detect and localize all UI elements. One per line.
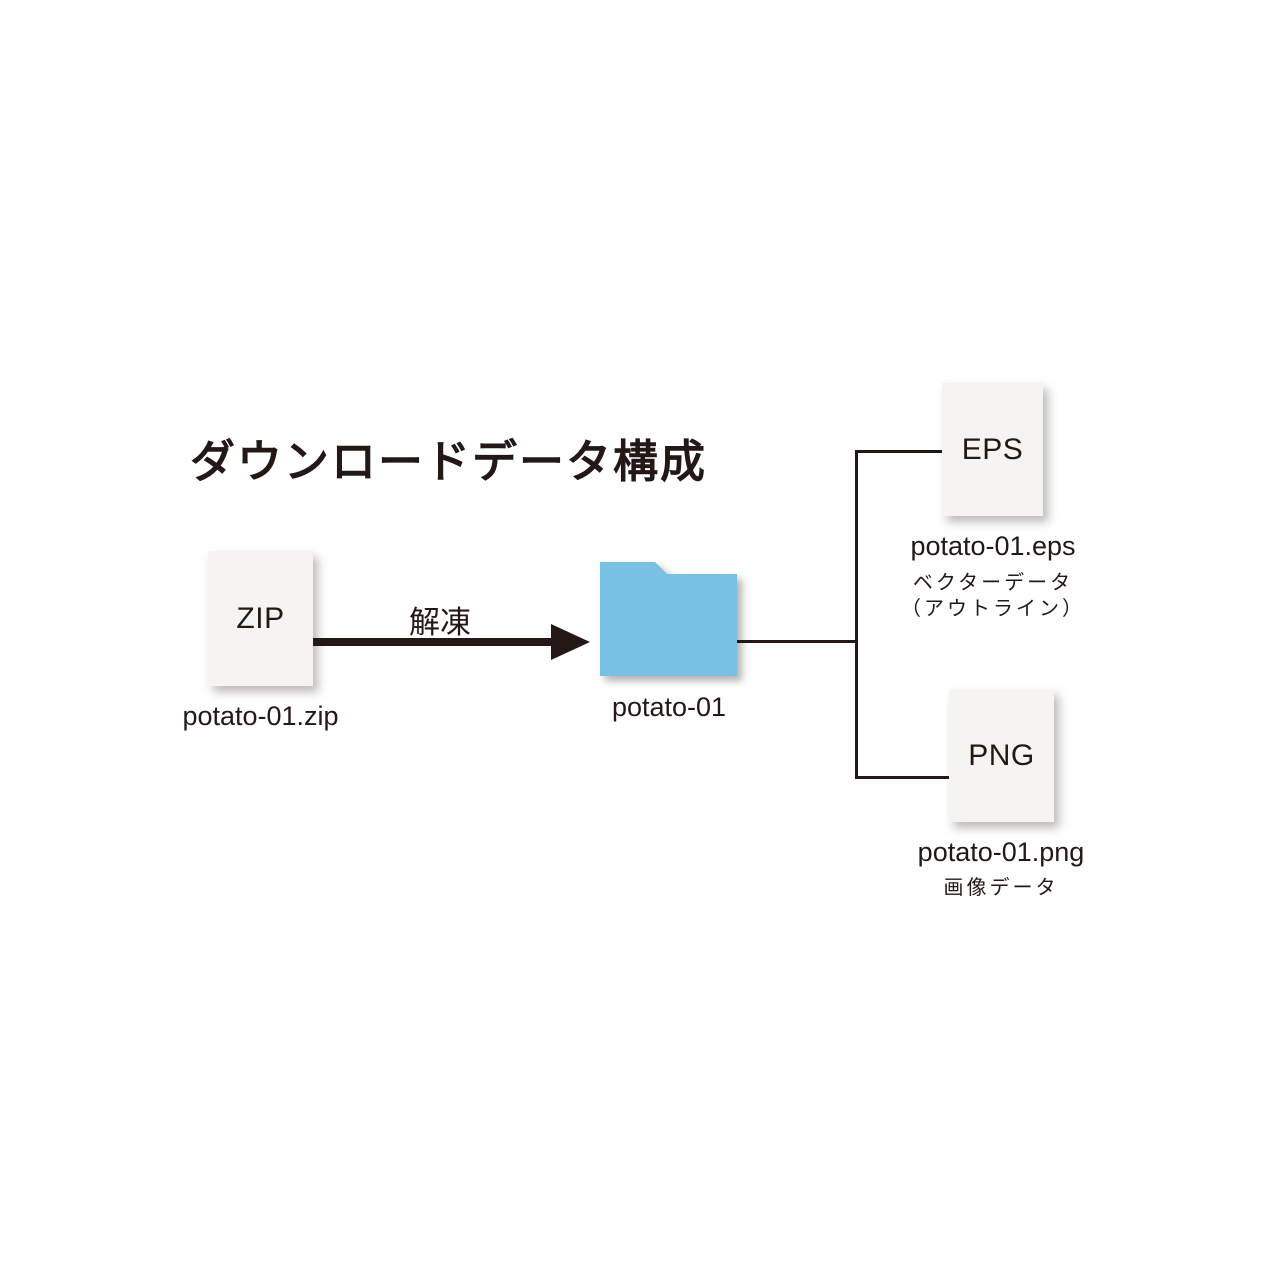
connector-to-eps <box>855 450 943 453</box>
eps-file-type-label: EPS <box>961 432 1024 466</box>
png-filename: potato-01.png <box>917 837 1085 867</box>
eps-description-line1: ベクターデータ <box>912 572 1074 594</box>
connector-folder-out <box>737 640 857 643</box>
connector-to-png <box>855 776 950 779</box>
png-file-icon: PNG <box>949 689 1054 822</box>
connector-vertical <box>855 450 858 779</box>
folder-name: potato-01 <box>611 692 727 722</box>
zip-file-icon: ZIP <box>208 551 313 686</box>
eps-description-line2: （アウトライン） <box>901 598 1085 620</box>
eps-filename: potato-01.eps <box>910 531 1076 561</box>
folder-shape <box>600 562 737 676</box>
diagram-title: ダウンロードデータ構成 <box>190 436 708 487</box>
eps-description: ベクターデータ （アウトライン） <box>878 570 1108 622</box>
zip-file-type-label: ZIP <box>236 601 285 635</box>
folder-icon <box>600 562 737 676</box>
extract-arrow-shaft <box>313 638 553 646</box>
png-file-type-label: PNG <box>968 738 1035 772</box>
zip-filename: potato-01.zip <box>182 701 339 731</box>
extract-arrow-head-icon <box>551 624 590 660</box>
eps-file-icon: EPS <box>942 383 1043 516</box>
png-description: 画像データ <box>943 877 1059 899</box>
extract-arrow-label: 解凍 <box>409 605 471 640</box>
